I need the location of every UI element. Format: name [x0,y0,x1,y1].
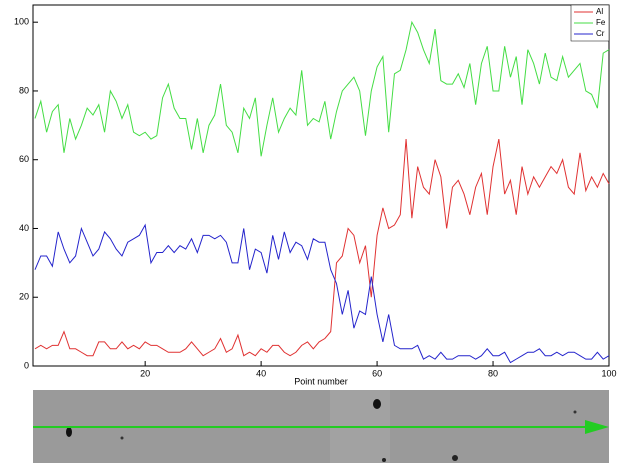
y-tick-label: 100 [14,17,29,27]
series-line [35,225,609,363]
micrograph-spot [382,458,386,462]
series-line [35,139,609,356]
x-tick-label: 100 [601,368,616,378]
x-tick-label: 80 [488,368,498,378]
micrograph-spot [121,437,124,440]
y-tick-label: 0 [24,360,29,370]
y-tick-label: 40 [19,223,29,233]
micrograph-spot [574,411,577,414]
screenshot: Point number 0 20 40 60 80 100 20 40 60 80 100 Al Fe… [0,0,625,463]
micrograph-spot [452,455,458,461]
legend-label: Al [596,7,603,16]
y-tick-label: 80 [19,85,29,95]
y-tick-label: 20 [19,292,29,302]
micrograph-spot [66,427,72,437]
x-tick-label: 40 [256,368,266,378]
x-tick-label: 60 [372,368,382,378]
x-axis-label: Point number [294,376,348,386]
x-tick-label: 20 [140,368,150,378]
legend-label: Fe [596,18,606,27]
legend-label: Cr [596,29,605,38]
y-tick-label: 60 [19,154,29,164]
series-line [35,22,609,156]
micrograph-spot [373,399,381,409]
plot-frame [33,5,609,366]
